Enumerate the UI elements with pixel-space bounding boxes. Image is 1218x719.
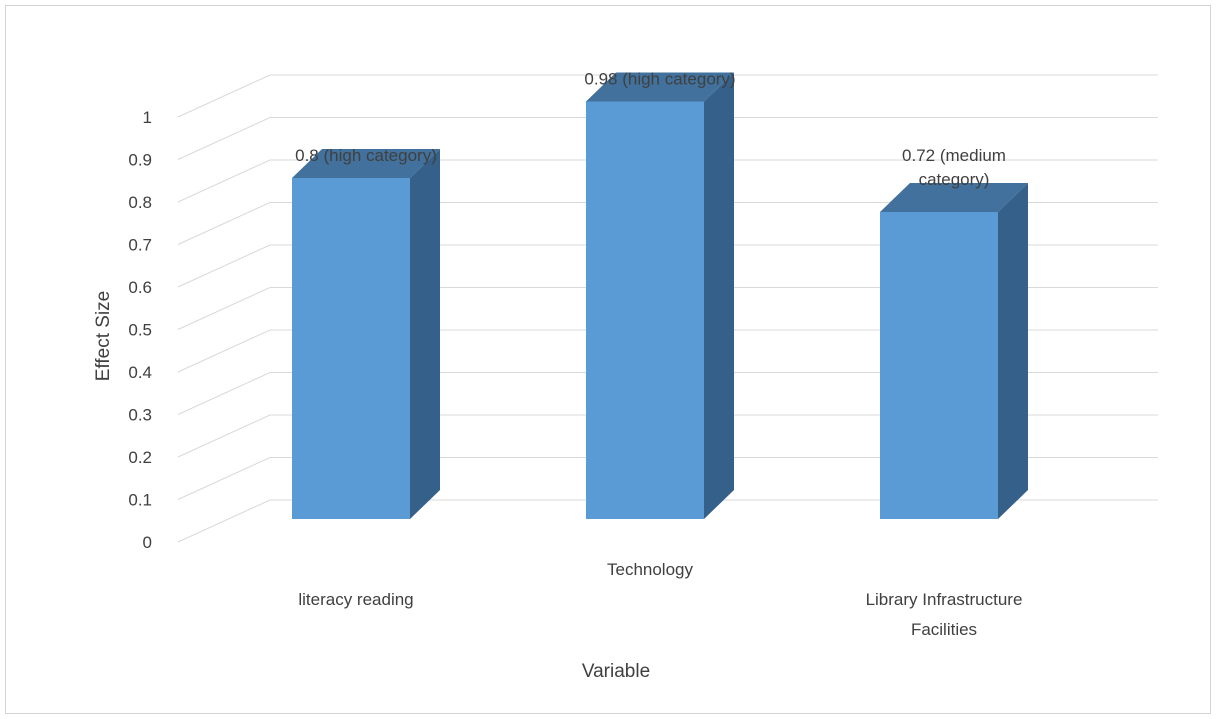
y-tick-label: 0.7 <box>128 236 152 255</box>
gridline <box>177 159 1158 203</box>
data-label: 0.72 (medium <box>902 146 1006 165</box>
gridlines <box>177 74 1158 543</box>
gridline <box>177 244 1158 288</box>
data-labels: 0.8 (high category) 0.98 (high category) 0… <box>295 70 1006 190</box>
x-category-label: Library Infrastructure <box>866 590 1023 609</box>
bars <box>292 72 1028 519</box>
bar-front <box>292 178 410 519</box>
gridline <box>177 414 1158 458</box>
y-tick-label: 0.4 <box>128 363 152 382</box>
y-tick-label: 0.9 <box>128 151 152 170</box>
bar-side <box>704 72 734 519</box>
data-label: 0.8 (high category) <box>295 146 437 165</box>
x-category-label: literacy reading <box>298 590 413 609</box>
y-tick-label: 0.1 <box>128 491 152 510</box>
y-tick-label: 0 <box>143 533 152 552</box>
y-tick-label: 1 <box>143 108 152 127</box>
y-axis-ticks: 0 0.1 0.2 0.3 0.4 0.5 0.6 0.7 0.8 0.9 1 <box>128 108 152 552</box>
gridline <box>177 74 1158 118</box>
data-label: category) <box>919 170 990 189</box>
bar-top <box>292 149 440 178</box>
x-category-label: Technology <box>607 560 694 579</box>
y-tick-label: 0.2 <box>128 448 152 467</box>
bar-side <box>998 183 1028 519</box>
y-tick-label: 0.8 <box>128 193 152 212</box>
y-tick-label: 0.5 <box>128 321 152 340</box>
y-tick-label: 0.6 <box>128 278 152 297</box>
gridline <box>177 499 1158 543</box>
gridline <box>177 457 1158 500</box>
gridline <box>177 117 1158 160</box>
data-label: 0.98 (high category) <box>584 70 735 89</box>
gridline <box>177 287 1158 330</box>
x-axis-categories: literacy reading Technology Library Infras… <box>298 560 1022 639</box>
effect-size-bar-chart: 0 0.1 0.2 0.3 0.4 0.5 0.6 0.7 0.8 0.9 1 0.8 (high … <box>93 70 1158 682</box>
bar-front <box>586 101 704 519</box>
bar-top <box>880 183 1028 212</box>
bar-front <box>880 212 998 519</box>
bar-side <box>410 149 440 519</box>
bar-top <box>586 72 734 102</box>
chart-frame: 0 0.1 0.2 0.3 0.4 0.5 0.6 0.7 0.8 0.9 1 0.8 (high … <box>5 5 1211 714</box>
y-tick-label: 0.3 <box>128 406 152 425</box>
y-axis-title: Effect Size <box>93 291 114 381</box>
gridline <box>177 202 1158 245</box>
gridline <box>177 329 1158 373</box>
x-category-label: Facilities <box>911 620 977 639</box>
x-axis-title: Variable <box>582 661 650 682</box>
gridline <box>177 372 1158 415</box>
